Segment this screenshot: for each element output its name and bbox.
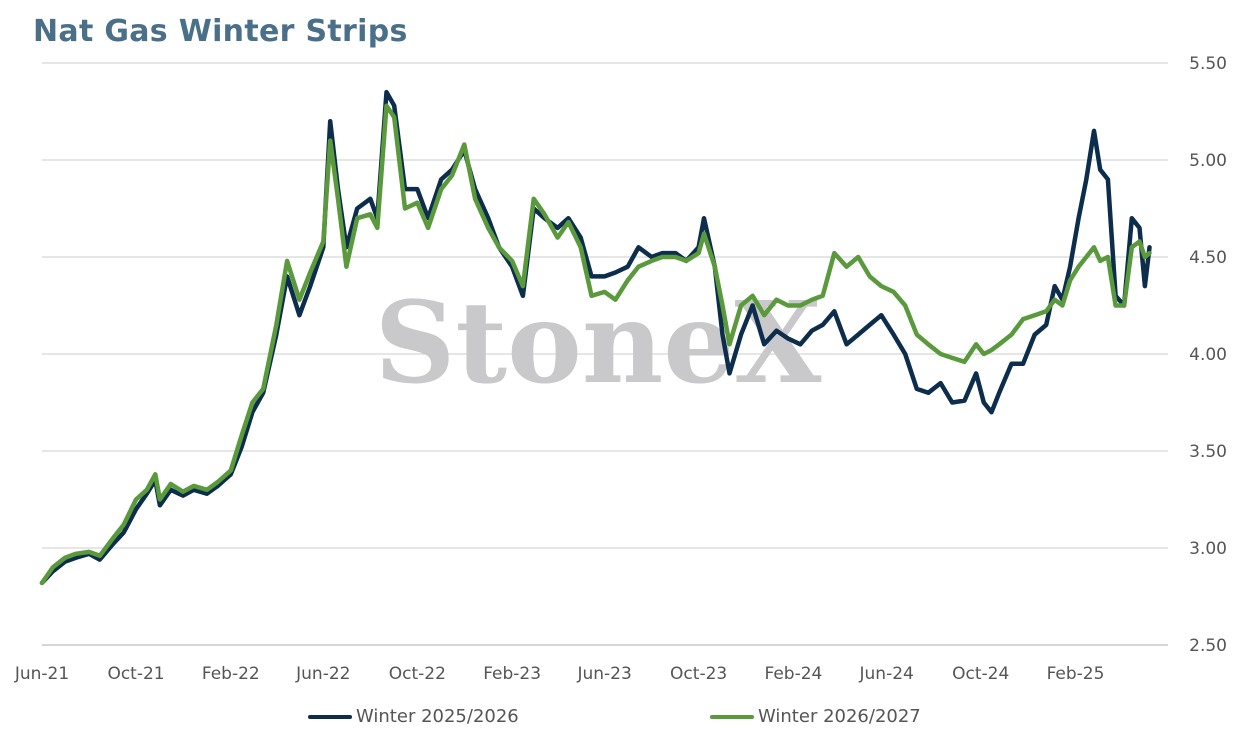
y-tick-label: 3.50 — [1189, 442, 1227, 462]
gridlines — [42, 62, 1168, 646]
legend-item-winter-2025-2026: Winter 2025/2026 — [308, 706, 519, 727]
legend-swatch — [308, 714, 352, 719]
x-axis-ticks: Jun-21 Oct-21 Feb-22 Jun-22 Oct-22 Feb-23 Jun-… — [14, 664, 1105, 684]
x-tick-label: Jun-21 — [14, 664, 69, 684]
x-tick-label: Jun-23 — [576, 664, 631, 684]
x-tick-label: Feb-23 — [483, 664, 541, 684]
x-tick-label: Oct-21 — [107, 664, 164, 684]
y-tick-label: 4.00 — [1189, 345, 1227, 365]
y-tick-label: 5.50 — [1189, 54, 1227, 74]
legend-label: Winter 2025/2026 — [356, 706, 519, 727]
y-tick-label: 4.50 — [1189, 248, 1227, 268]
series-lines — [39, 89, 1152, 586]
series-line-winter-2026-2027 — [39, 103, 1152, 586]
x-tick-label: Oct-22 — [389, 664, 446, 684]
x-tick-label: Feb-24 — [764, 664, 822, 684]
legend-item-winter-2026-2027: Winter 2026/2027 — [710, 706, 921, 727]
chart-title: Nat Gas Winter Strips — [33, 14, 408, 49]
legend-swatch — [710, 714, 754, 719]
y-axis-ticks: 2.50 3.00 3.50 4.00 4.50 5.00 5.50 — [1189, 54, 1227, 656]
x-tick-label: Oct-24 — [952, 664, 1009, 684]
series-line-winter-2025-2026 — [39, 89, 1152, 586]
y-tick-label: 3.00 — [1189, 539, 1227, 559]
x-tick-label: Jun-24 — [859, 664, 914, 684]
y-tick-label: 5.00 — [1189, 151, 1227, 171]
x-tick-label: Jun-22 — [295, 664, 350, 684]
y-tick-label: 2.50 — [1189, 636, 1227, 656]
legend-label: Winter 2026/2027 — [758, 706, 921, 727]
x-tick-label: Oct-23 — [670, 664, 727, 684]
x-tick-label: Feb-25 — [1047, 664, 1105, 684]
x-tick-label: Feb-22 — [202, 664, 260, 684]
